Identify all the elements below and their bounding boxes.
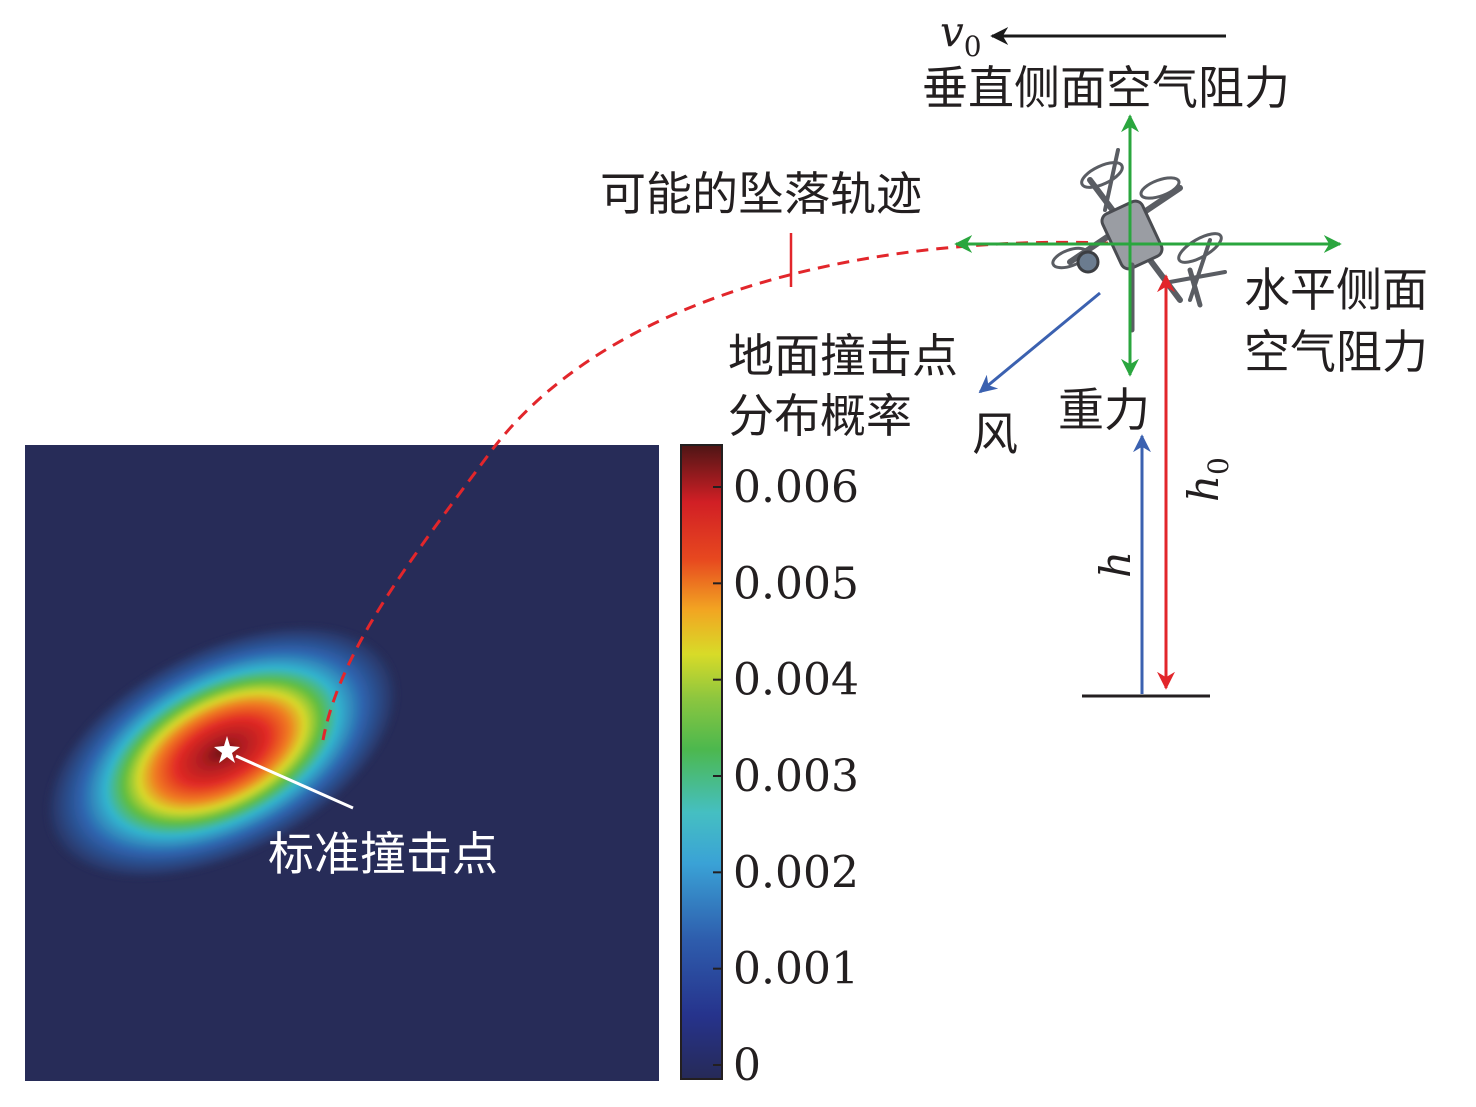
horizontal-drag-label-line1: 水平侧面 [1244, 263, 1428, 317]
force-arrows [954, 114, 1342, 377]
heatmap [25, 445, 659, 1081]
horizontal-drag-label-line2: 空气阻力 [1244, 325, 1428, 379]
trajectory-label: 可能的坠落轨迹 [600, 167, 922, 221]
colorbar: 0.006 0.005 0.004 0.003 0.002 0.001 0 [680, 444, 859, 1091]
colorbar-gradient [680, 444, 723, 1080]
standard-impact-leader-line [235, 754, 354, 810]
colorbar-ticks: 0.006 0.005 0.004 0.003 0.002 0.001 0 [713, 462, 859, 1091]
star-icon [214, 736, 240, 763]
h-label: h [1091, 551, 1140, 578]
colorbar-tick-label: 0.006 [733, 462, 859, 513]
wind-arrow [978, 291, 1101, 394]
colorbar-tick-label: 0 [733, 1040, 761, 1091]
colorbar-tick-label: 0.003 [733, 751, 859, 802]
standard-impact-label: 标准撞击点 [268, 827, 498, 881]
fall-trajectory [321, 240, 1129, 741]
gravity-label: 重力 [1058, 383, 1150, 437]
colorbar-tick-label: 0.004 [733, 655, 859, 706]
wind-label: 风 [972, 407, 1018, 461]
v0-label: v0 [940, 7, 982, 63]
vertical-drag-label: 垂直侧面空气阻力 [922, 61, 1290, 115]
h0-label: h0 [1179, 457, 1235, 502]
colorbar-tick-label: 0.002 [733, 847, 859, 898]
colorbar-tick-label: 0.005 [733, 558, 859, 609]
quadcopter-drone-icon [1051, 148, 1227, 333]
impact-probability-label-line1: 地面撞击点 [728, 329, 958, 383]
colorbar-tick-label: 0.001 [733, 944, 859, 995]
impact-probability-label-line2: 分布概率 [728, 389, 912, 443]
